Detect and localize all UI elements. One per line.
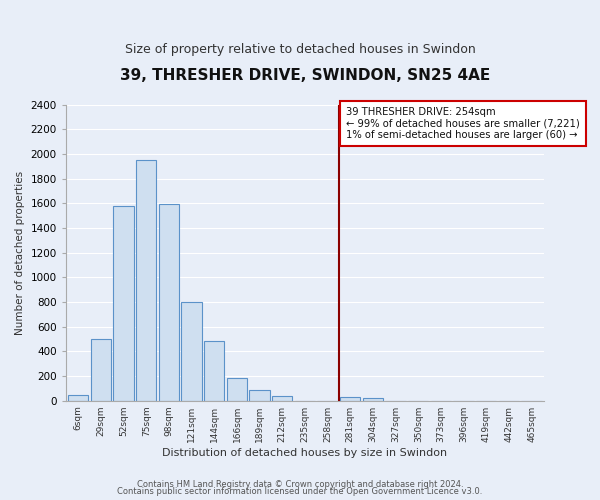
Bar	[159, 204, 179, 400]
Bar	[68, 394, 88, 400]
Text: Contains HM Land Registry data © Crown copyright and database right 2024.: Contains HM Land Registry data © Crown c…	[137, 480, 463, 489]
Text: Size of property relative to detached houses in Swindon: Size of property relative to detached ho…	[125, 42, 475, 56]
Bar	[363, 398, 383, 400]
Text: 39 THRESHER DRIVE: 254sqm
← 99% of detached houses are smaller (7,221)
1% of sem: 39 THRESHER DRIVE: 254sqm ← 99% of detac…	[346, 107, 580, 140]
Bar	[340, 397, 361, 400]
X-axis label: Distribution of detached houses by size in Swindon: Distribution of detached houses by size …	[163, 448, 448, 458]
Title: 39, THRESHER DRIVE, SWINDON, SN25 4AE: 39, THRESHER DRIVE, SWINDON, SN25 4AE	[120, 68, 490, 82]
Y-axis label: Number of detached properties: Number of detached properties	[15, 170, 25, 334]
Bar	[181, 302, 202, 400]
Bar	[113, 206, 134, 400]
Bar	[227, 378, 247, 400]
Text: Contains public sector information licensed under the Open Government Licence v3: Contains public sector information licen…	[118, 487, 482, 496]
Bar	[136, 160, 157, 400]
Bar	[250, 390, 270, 400]
Bar	[204, 342, 224, 400]
Bar	[91, 339, 111, 400]
Bar	[272, 396, 292, 400]
